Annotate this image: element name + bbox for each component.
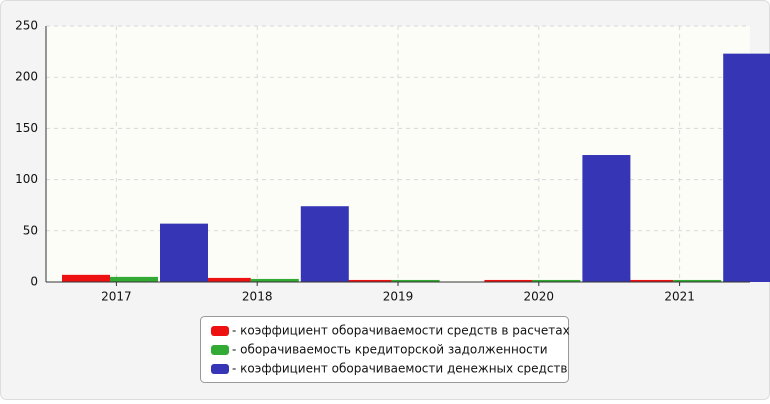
- legend-label: - коэффициент оборачиваемости денежных с…: [232, 362, 568, 376]
- y-tick-label: 200: [15, 70, 38, 84]
- x-tick-label: 2021: [664, 290, 695, 304]
- legend-box: [200, 316, 569, 383]
- x-tick-label: 2020: [524, 290, 555, 304]
- x-tick-label: 2018: [242, 290, 273, 304]
- legend-swatch: [211, 345, 229, 355]
- bar: [62, 274, 110, 282]
- bar: [300, 206, 349, 282]
- bar: [582, 155, 631, 282]
- y-tick-label: 250: [15, 19, 38, 33]
- bar: [532, 279, 581, 282]
- bar: [391, 279, 440, 282]
- legend-label: - коэффициент оборачиваемости средств в …: [232, 324, 570, 338]
- bar: [250, 278, 299, 282]
- y-tick-label: 50: [23, 223, 38, 237]
- x-tick-label: 2017: [101, 290, 132, 304]
- bar: [160, 223, 208, 282]
- legend-swatch: [211, 364, 229, 374]
- legend-label: - оборачиваемость кредиторской задолженн…: [232, 343, 548, 357]
- legend-swatch: [211, 326, 229, 336]
- y-tick-label: 150: [15, 121, 38, 135]
- y-tick-label: 100: [15, 172, 38, 186]
- bar: [110, 276, 158, 282]
- bar: [723, 53, 770, 283]
- bar: [484, 279, 533, 282]
- bar: [343, 279, 392, 282]
- y-tick-label: 0: [30, 275, 38, 289]
- bar: [673, 279, 722, 282]
- bar: [625, 279, 674, 282]
- x-tick-label: 2019: [383, 290, 414, 304]
- bar: [202, 277, 251, 282]
